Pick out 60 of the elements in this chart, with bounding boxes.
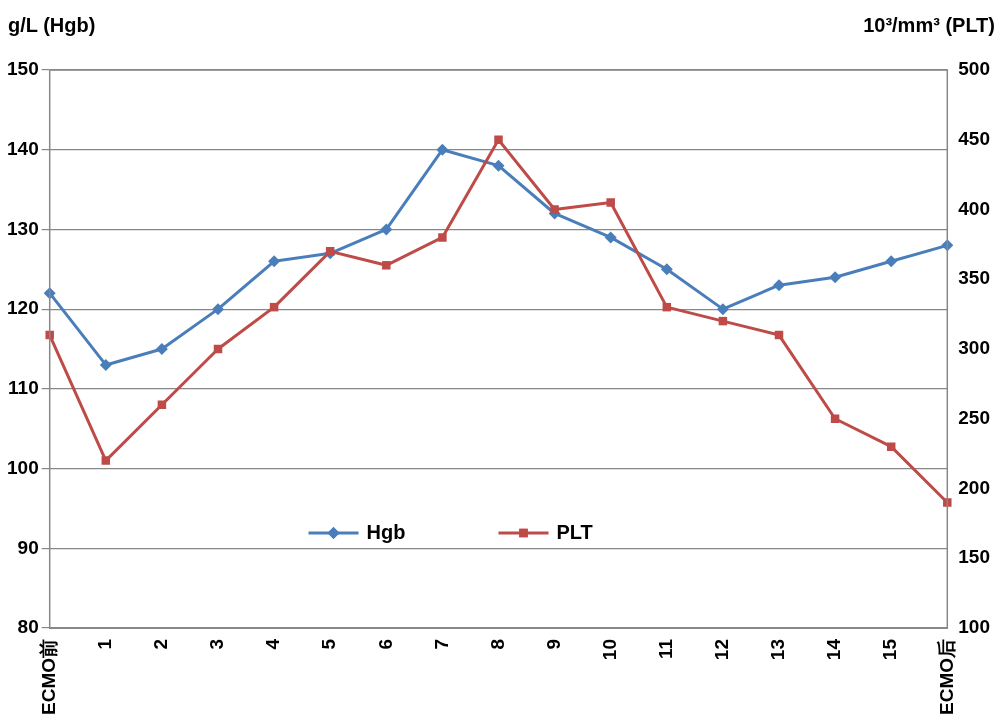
y-tick-label: 110 — [8, 377, 39, 399]
x-tick-label: 11 — [655, 638, 677, 660]
y2-tick-label: 150 — [958, 546, 990, 568]
point — [436, 143, 449, 156]
point — [382, 261, 391, 270]
y-axis-title: g/L (Hgb) — [8, 13, 96, 36]
x-tick-label: 5 — [318, 638, 340, 650]
y2-tick-label: 500 — [958, 58, 990, 80]
x-tick-label: 8 — [486, 639, 508, 650]
point — [886, 442, 896, 451]
y2-tick-label: 450 — [958, 127, 990, 149]
x-tick-label: 2 — [150, 639, 172, 650]
x-tick-label: 7 — [430, 639, 452, 650]
x-tick-label: ECMO后 — [935, 639, 957, 715]
x-tick-label: 12 — [711, 639, 733, 661]
point — [550, 205, 559, 214]
point — [380, 223, 393, 236]
point — [716, 303, 729, 316]
x-tick-label: ECMO前 — [37, 639, 59, 715]
point — [492, 159, 505, 172]
point — [155, 343, 168, 355]
y-tick-label: 130 — [7, 217, 39, 239]
x-tick-label: 10 — [598, 639, 620, 661]
x-tick-label: 13 — [767, 639, 789, 661]
x-tick-label: 3 — [206, 639, 228, 650]
point — [885, 255, 898, 268]
point — [829, 271, 842, 284]
legend-label: Hgb — [366, 520, 406, 543]
point — [268, 255, 281, 268]
y-tick-label: 120 — [7, 297, 39, 319]
point — [604, 231, 617, 244]
x-tick-label: 9 — [542, 639, 564, 650]
y-tick-label: 150 — [7, 58, 39, 80]
y2-tick-label: 100 — [958, 616, 990, 638]
point — [99, 358, 112, 371]
point — [943, 498, 952, 507]
x-tick-label: 1 — [94, 638, 116, 650]
y-tick-label: 100 — [7, 456, 39, 478]
y2-tick-label: 400 — [958, 197, 990, 219]
legend-label: PLT — [556, 520, 593, 543]
x-tick-label: 4 — [262, 638, 284, 650]
point — [438, 233, 447, 242]
y2-tick-label: 350 — [958, 267, 990, 289]
point — [773, 279, 785, 292]
y-tick-label: 140 — [7, 137, 39, 159]
y2-tick-label: 200 — [958, 476, 990, 498]
x-tick-label: 15 — [879, 638, 901, 661]
y2-tick-label: 300 — [958, 337, 990, 359]
y-tick-label: 90 — [17, 536, 39, 558]
point — [494, 135, 503, 144]
point — [101, 456, 111, 465]
x-tick-label: 14 — [823, 638, 845, 661]
point — [606, 198, 615, 207]
y2-tick-label: 250 — [958, 406, 990, 428]
y2-axis-title: 10³/mm³ (PLT) — [863, 13, 995, 36]
x-tick-label: 6 — [374, 639, 396, 650]
point — [660, 263, 673, 276]
point — [325, 247, 335, 256]
point — [212, 303, 224, 316]
y-tick-label: 80 — [17, 616, 39, 638]
